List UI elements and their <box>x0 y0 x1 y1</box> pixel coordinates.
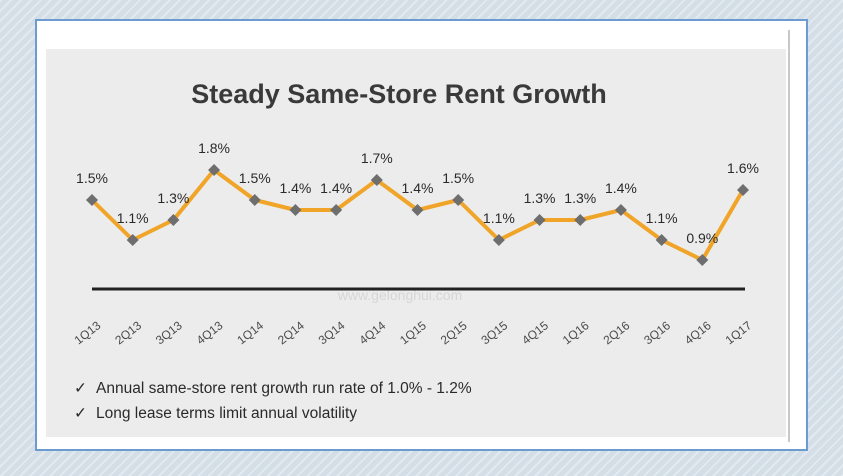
chart-title: Steady Same-Store Rent Growth <box>191 79 607 109</box>
data-point <box>208 164 221 176</box>
x-tick-label: 3Q16 <box>641 318 673 347</box>
plot-area: 1.5% 1Q13 1.1% 2Q13 1.3% 3Q13 1.8% 4Q13 1.5% 1Q14… <box>72 140 759 347</box>
x-tick-label: 4Q15 <box>519 318 551 347</box>
data-point <box>411 204 424 216</box>
right-divider <box>788 30 790 442</box>
data-label: 1.1% <box>646 210 678 226</box>
data-point <box>248 194 261 206</box>
data-label: 0.9% <box>686 230 718 246</box>
x-tick-label: 2Q13 <box>112 318 144 347</box>
data-label: 1.5% <box>442 170 474 186</box>
data-point <box>370 174 383 186</box>
data-point <box>289 204 302 216</box>
data-point <box>452 194 465 206</box>
data-point <box>614 204 627 216</box>
checkmark-icon: ✓ <box>74 405 87 422</box>
data-label: 1.5% <box>76 170 108 186</box>
x-tick-label: 1Q13 <box>72 318 104 347</box>
data-label: 1.8% <box>198 140 230 156</box>
x-tick-label: 1Q15 <box>397 318 429 347</box>
data-label: 1.4% <box>402 180 434 196</box>
x-tick-label: 4Q13 <box>194 318 226 347</box>
data-point <box>330 204 343 216</box>
watermark: www.gelonghui.com <box>337 287 463 303</box>
bullet-list: ✓ Annual same-store rent growth run rate … <box>74 376 472 426</box>
data-label: 1.3% <box>564 190 596 206</box>
data-label: 1.4% <box>605 180 637 196</box>
x-tick-label: 1Q17 <box>723 318 755 347</box>
bullet-item-2: ✓ Long lease terms limit annual volatilit… <box>74 401 472 426</box>
data-label: 1.1% <box>483 210 515 226</box>
data-point <box>533 214 546 226</box>
x-tick-label: 2Q15 <box>438 318 470 347</box>
data-label: 1.3% <box>157 190 189 206</box>
data-label: 1.4% <box>279 180 311 196</box>
x-tick-label: 3Q15 <box>479 318 511 347</box>
bullet-item-1: ✓ Annual same-store rent growth run rate … <box>74 376 472 401</box>
data-point <box>86 194 98 206</box>
x-tick-label: 3Q14 <box>316 318 348 347</box>
bullet-text-1: Annual same-store rent growth run rate o… <box>96 380 472 397</box>
data-point <box>655 234 668 246</box>
data-label: 1.6% <box>727 160 759 176</box>
data-label: 1.1% <box>117 210 149 226</box>
data-point <box>126 234 139 246</box>
data-point <box>737 184 749 196</box>
x-tick-label: 4Q16 <box>682 318 714 347</box>
data-label: 1.3% <box>524 190 556 206</box>
data-point <box>167 214 180 226</box>
data-label: 1.4% <box>320 180 352 196</box>
data-point <box>574 214 587 226</box>
x-tick-label: 1Q16 <box>560 318 592 347</box>
x-tick-label: 2Q14 <box>275 318 307 347</box>
data-point <box>492 234 505 246</box>
checkmark-icon: ✓ <box>74 380 87 397</box>
data-label: 1.5% <box>239 170 271 186</box>
bullet-text-2: Long lease terms limit annual volatility <box>96 405 358 422</box>
x-tick-label: 4Q14 <box>356 318 388 347</box>
data-label: 1.7% <box>361 150 393 166</box>
x-tick-label: 1Q14 <box>234 318 266 347</box>
x-tick-label: 2Q16 <box>601 318 633 347</box>
data-point <box>696 254 709 266</box>
x-tick-label: 3Q13 <box>153 318 185 347</box>
